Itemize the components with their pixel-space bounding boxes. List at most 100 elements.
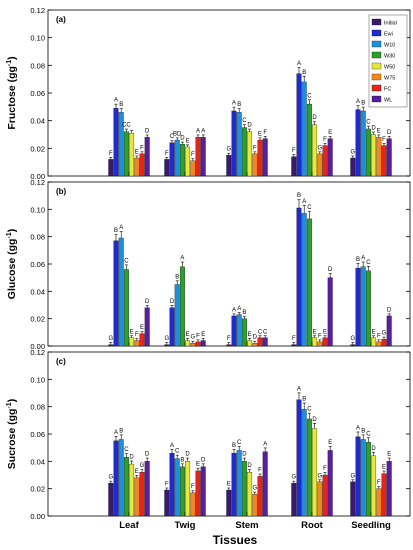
significance-letter: B xyxy=(297,193,301,199)
bar xyxy=(247,340,253,347)
y-tick-label: 0.04 xyxy=(30,117,45,126)
bar xyxy=(317,153,323,177)
bar xyxy=(360,110,366,177)
legend-label: WL xyxy=(384,98,392,104)
significance-letter: BD xyxy=(173,131,182,137)
significance-letter: A xyxy=(237,306,241,312)
significance-letter: G xyxy=(291,475,296,481)
legend: Initial Ewi W10 W30 W50 W75 FC WL xyxy=(368,14,408,108)
significance-letter: A xyxy=(232,101,236,107)
bar xyxy=(376,488,382,517)
significance-letter: D xyxy=(145,452,150,458)
panel-label: (a) xyxy=(56,15,66,24)
significance-letter: D xyxy=(371,126,376,132)
significance-letter: D xyxy=(371,446,376,452)
significance-letter: D xyxy=(247,463,252,469)
bar xyxy=(139,472,145,517)
y-tick-label: 0.10 xyxy=(30,34,45,43)
significance-letter: C xyxy=(263,329,268,335)
bar xyxy=(365,442,371,517)
bar xyxy=(185,461,191,517)
significance-letter: C xyxy=(307,407,312,413)
bar xyxy=(257,476,263,517)
y-tick-label: 0.06 xyxy=(30,430,45,439)
x-axis-label: Tissues xyxy=(213,533,258,547)
bar xyxy=(174,284,180,347)
bar xyxy=(355,109,361,177)
bar xyxy=(195,470,201,517)
significance-letter: E xyxy=(140,325,144,331)
significance-letter: A xyxy=(114,430,118,436)
significance-letter: G xyxy=(164,336,169,342)
bar xyxy=(200,137,206,177)
bar xyxy=(200,466,206,517)
bar xyxy=(236,450,242,517)
bar xyxy=(179,266,185,347)
y-tick-label: 0.08 xyxy=(30,403,45,412)
significance-letter: A xyxy=(119,225,123,231)
bar xyxy=(252,493,258,517)
bar xyxy=(129,132,135,177)
bar xyxy=(381,339,387,347)
significance-letter: D xyxy=(387,307,392,313)
bar xyxy=(123,269,129,347)
y-tick-label: 0.02 xyxy=(30,315,45,324)
significance-letter: D xyxy=(253,335,258,341)
bar xyxy=(241,318,247,347)
bar xyxy=(350,157,356,177)
legend-swatch xyxy=(371,40,382,48)
legend-swatch xyxy=(371,73,382,81)
significance-letter: D xyxy=(185,452,190,458)
significance-letter: D xyxy=(145,299,150,305)
legend-label: W10 xyxy=(384,43,395,49)
legend-label: FC xyxy=(384,87,391,93)
bar xyxy=(381,145,387,177)
significance-letter: G xyxy=(190,335,195,341)
significance-letter: G xyxy=(350,149,355,155)
bar xyxy=(118,237,124,347)
significance-letter: CC xyxy=(122,123,131,129)
bar xyxy=(113,240,119,347)
significance-letter: B xyxy=(119,428,123,434)
x-tick-label: Root xyxy=(301,520,323,531)
bar xyxy=(123,131,129,177)
bar xyxy=(327,450,333,517)
significance-letter: E xyxy=(135,149,139,155)
significance-letter: E xyxy=(186,138,190,144)
significance-letter: E xyxy=(323,329,327,335)
bar xyxy=(355,436,361,517)
significance-letter: F xyxy=(196,333,200,339)
significance-letter: A xyxy=(297,386,301,392)
significance-letter: E xyxy=(227,481,231,487)
bar xyxy=(365,270,371,347)
bar xyxy=(291,156,297,177)
significance-letter: F xyxy=(323,137,327,143)
chart-panel: 0.00 0.02 0.04 0.06 0.08 0.10 0.12 (b) Glucose (… xyxy=(6,178,411,351)
x-tick-label: Seedling xyxy=(351,520,391,531)
bar xyxy=(360,439,366,517)
y-tick-label: 0.12 xyxy=(30,6,45,15)
bar xyxy=(371,455,377,517)
significance-letter: G xyxy=(317,473,322,479)
significance-letter: C xyxy=(175,449,180,455)
y-tick-label: 0.04 xyxy=(30,457,45,466)
bar xyxy=(139,153,145,177)
bar xyxy=(301,81,307,177)
y-tick-label: 0.00 xyxy=(30,172,45,181)
bar xyxy=(113,440,119,517)
bar xyxy=(322,474,328,517)
significance-letter: A xyxy=(196,128,200,134)
significance-letter: A xyxy=(170,443,174,449)
bar xyxy=(306,218,312,347)
bar xyxy=(312,428,318,517)
significance-letter: D xyxy=(247,123,252,129)
bar xyxy=(144,461,150,517)
significance-letter: E xyxy=(387,452,391,458)
significance-letter: F xyxy=(258,467,262,473)
bar xyxy=(365,128,371,177)
bar xyxy=(386,461,392,517)
bar xyxy=(262,138,268,177)
significance-letter: D xyxy=(170,299,175,305)
bar xyxy=(231,110,237,177)
